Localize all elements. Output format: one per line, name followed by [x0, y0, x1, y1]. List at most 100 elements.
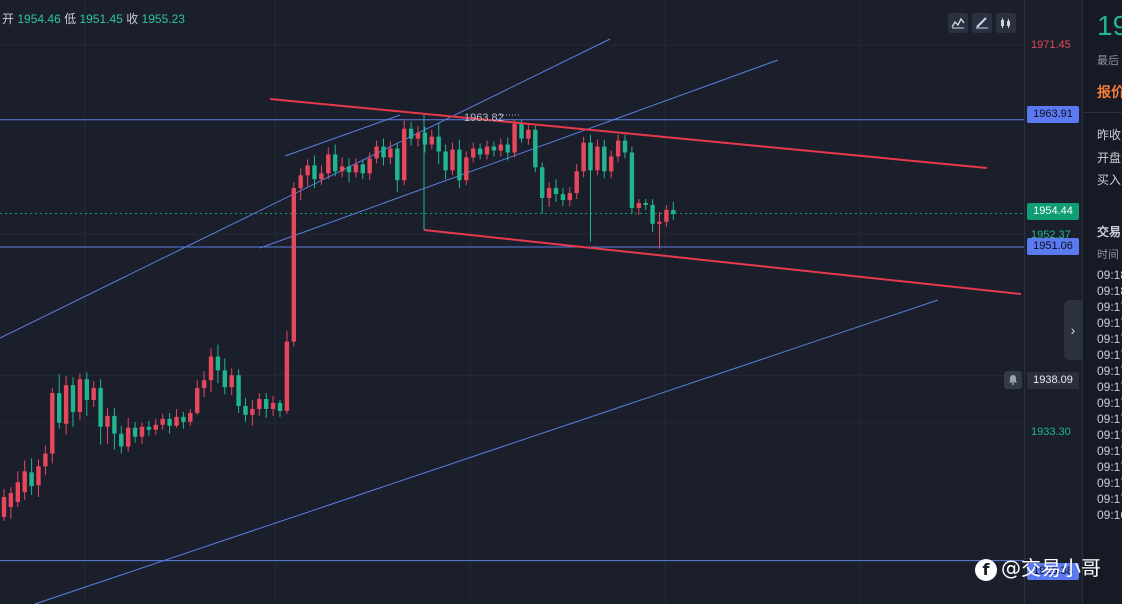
bell-icon[interactable] — [1004, 371, 1022, 389]
candle-body — [436, 136, 441, 152]
candle-body — [512, 123, 517, 153]
candle-body — [498, 144, 503, 151]
candle-body — [77, 379, 83, 412]
candle-body — [139, 426, 145, 437]
watermark-text: @交易小哥 — [1001, 556, 1101, 580]
trade-time-item: 09:17 — [1097, 300, 1122, 314]
trade-time-item: 09:18 — [1097, 284, 1122, 298]
channel-line — [0, 38, 611, 339]
candle-body — [98, 388, 103, 427]
candle-body — [8, 493, 14, 507]
candle-body — [319, 173, 324, 180]
candle-body — [298, 175, 303, 189]
axis-high-label: 1971.45 — [1031, 39, 1071, 51]
watermark: f @交易小哥 — [975, 552, 1101, 581]
candle-body — [257, 399, 262, 409]
candle-body — [367, 158, 372, 174]
channel-lines[interactable] — [0, 38, 939, 604]
candle-body — [250, 408, 255, 415]
trade-time-item: 09:17 — [1097, 492, 1122, 506]
candle-body — [312, 165, 317, 180]
candle-body — [57, 393, 62, 423]
candle-body — [181, 416, 186, 422]
trade-time-item: 09:17 — [1097, 428, 1122, 442]
candle-body — [160, 418, 165, 425]
trade-time-item: 09:17 — [1097, 332, 1122, 346]
upper-line-tag[interactable]: 1963.91 — [1027, 106, 1079, 123]
open-price-label: 开盘 — [1097, 151, 1122, 165]
candle-body — [1, 497, 7, 517]
candle-body — [153, 424, 158, 430]
candle-body — [208, 356, 214, 381]
grid-lines — [0, 0, 1024, 604]
candle-body — [402, 128, 407, 181]
quote-header[interactable]: 报价 — [1097, 84, 1122, 100]
chart-canvas[interactable]: 1963.82 — [0, 0, 1024, 604]
candle-body — [305, 165, 310, 176]
candle-body — [188, 412, 193, 422]
candle-body — [84, 379, 89, 401]
candle-body — [15, 482, 20, 503]
candle-body — [167, 418, 172, 426]
last-fragment: 最后 — [1097, 55, 1119, 67]
right-panel: 19 最后 报价 昨收 开盘 买入 交易 时间 09:18 09:18 09:17 0… — [1082, 0, 1122, 604]
candle-body — [588, 142, 593, 171]
candle-body — [519, 123, 524, 139]
prev-close-label: 昨收 — [1097, 128, 1122, 142]
candle-body — [450, 149, 455, 171]
draw-icon[interactable] — [972, 13, 992, 33]
alert-price-tag[interactable]: 1938.09 — [1027, 372, 1079, 389]
bid-label: 买入 — [1097, 173, 1122, 187]
chart-area[interactable]: 1963.82 开 1954.46 低 1951.45 收 1955.23 — [0, 0, 1072, 604]
candle-body — [540, 167, 545, 199]
candle-body — [457, 149, 462, 181]
candle-body — [609, 156, 614, 172]
candle-body — [505, 144, 510, 153]
indicator-icon[interactable] — [948, 13, 968, 33]
candle-body — [408, 128, 414, 139]
candle-body — [284, 341, 290, 411]
candle-body — [277, 402, 283, 411]
horizontal-lines[interactable] — [0, 119, 1024, 562]
trade-time-item: 09:17 — [1097, 348, 1122, 362]
price-axis[interactable]: 1971.45 1963.91 1954.44 1952.37 1951.06 … — [1024, 0, 1083, 604]
trend-lines[interactable] — [269, 98, 1022, 295]
candle-body — [526, 129, 531, 139]
channel-line — [259, 59, 779, 249]
candle-body — [374, 146, 379, 159]
candle-body — [629, 152, 635, 208]
candle-type-icon[interactable] — [996, 13, 1016, 33]
candle-body — [546, 188, 552, 199]
time-header: 时间 — [1097, 249, 1119, 261]
channel-line — [284, 114, 401, 157]
axis-low-label: 1933.30 — [1031, 426, 1071, 438]
bottom-line-tag[interactable]: 1919.38 — [1027, 563, 1079, 580]
candle-body — [119, 433, 124, 447]
candle-body — [36, 466, 41, 486]
support-trend-line — [423, 229, 1022, 295]
candle-body — [464, 157, 469, 181]
resistance-trend-line — [269, 98, 988, 169]
chevron-right-icon: › — [1070, 322, 1076, 338]
candle-body — [643, 202, 648, 205]
lower-line-tag[interactable]: 1951.06 — [1027, 238, 1079, 255]
open-label: 开 — [2, 12, 15, 26]
candles — [1, 119, 676, 521]
candle-body — [671, 209, 676, 214]
candle-body — [581, 142, 586, 172]
price-fragment: 19 — [1097, 10, 1122, 41]
candle-body — [229, 375, 234, 388]
candle-body — [333, 154, 338, 172]
candle-body — [236, 375, 241, 406]
trade-time-item: 09:17 — [1097, 460, 1122, 474]
close-value: 1955.23 — [141, 12, 185, 26]
candle-body — [395, 148, 400, 181]
facebook-icon: f — [975, 558, 997, 581]
candle-body — [29, 472, 34, 487]
candle-body — [381, 146, 386, 158]
expand-panel-button[interactable]: › — [1064, 300, 1082, 360]
candle-body — [622, 140, 628, 153]
candle-body — [615, 140, 621, 157]
candle-body — [574, 171, 579, 194]
candle-body — [339, 166, 345, 172]
